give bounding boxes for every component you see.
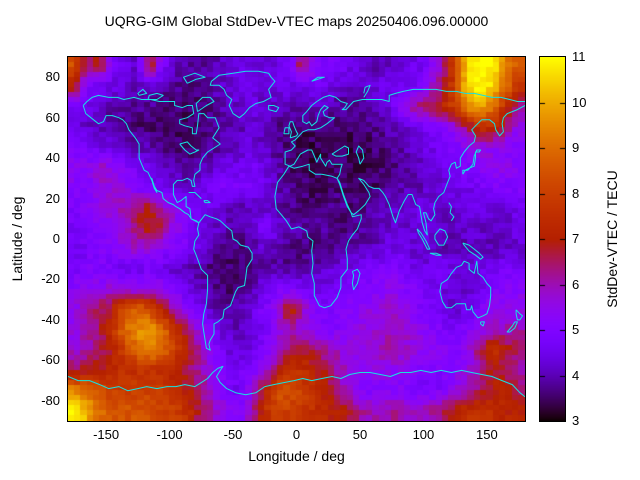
coastline-path bbox=[355, 145, 365, 165]
coastline-path bbox=[363, 84, 371, 98]
coastline-path bbox=[448, 202, 455, 222]
y-tick-label: -20 bbox=[41, 271, 60, 287]
x-tick-label: 0 bbox=[292, 427, 301, 442]
y-tick-label: -80 bbox=[41, 392, 60, 408]
coastline-path bbox=[179, 141, 200, 155]
coastline-path bbox=[68, 365, 525, 398]
coastline-path bbox=[195, 96, 215, 113]
coastline-path bbox=[188, 192, 202, 199]
colorbar-tick-label: 6 bbox=[572, 276, 580, 292]
coastline-path bbox=[183, 72, 206, 84]
coastline-path bbox=[331, 145, 349, 157]
y-tick-label: 80 bbox=[45, 69, 60, 85]
x-tick-label: 150 bbox=[476, 427, 498, 442]
coastline-path bbox=[462, 149, 482, 175]
coastline-path bbox=[283, 127, 290, 135]
coastline-path bbox=[462, 242, 484, 260]
colorbar bbox=[539, 56, 566, 422]
coastline-path bbox=[268, 105, 280, 113]
x-tick-label: 100 bbox=[412, 427, 435, 442]
coastline-path bbox=[203, 200, 211, 204]
coastline-path bbox=[429, 252, 442, 256]
colorbar-tick-label: 4 bbox=[572, 367, 580, 383]
colorbar-tick-label: 11 bbox=[572, 49, 586, 64]
chart-title: UQRG-GIM Global StdDev-VTEC maps 2025040… bbox=[104, 13, 489, 29]
coastline-path bbox=[311, 76, 325, 82]
y-tick-label: 60 bbox=[45, 109, 60, 125]
colorbar-tick-label: 9 bbox=[572, 140, 580, 155]
coastline-path bbox=[506, 321, 518, 333]
plot-area bbox=[67, 56, 526, 422]
colorbar-tick-label: 8 bbox=[572, 185, 580, 201]
heatmap-canvas bbox=[68, 57, 525, 421]
y-tick-label: 0 bbox=[52, 231, 60, 246]
colorbar-label: StdDev-VTEC / TECU bbox=[604, 170, 620, 308]
y-tick-label: 20 bbox=[45, 190, 60, 206]
x-tick-label: -100 bbox=[156, 427, 183, 442]
x-tick-label: -50 bbox=[223, 427, 243, 442]
coastline-path bbox=[284, 88, 525, 236]
coastline-path bbox=[147, 92, 164, 100]
coastline-path bbox=[288, 121, 299, 139]
coastline-path bbox=[82, 94, 221, 224]
y-tick-label: -40 bbox=[41, 311, 60, 327]
y-tick-label: 40 bbox=[45, 150, 60, 166]
coastline-path bbox=[515, 309, 523, 321]
colorbar-canvas bbox=[540, 57, 565, 421]
coastline-path bbox=[137, 88, 148, 96]
coastline-path bbox=[439, 260, 492, 319]
coastline-path bbox=[434, 228, 449, 246]
colorbar-tick-label: 3 bbox=[572, 413, 580, 428]
x-tick-label: -150 bbox=[93, 427, 120, 442]
coastline-path bbox=[480, 321, 485, 327]
colorbar-tick-label: 7 bbox=[572, 231, 580, 246]
coastline-overlay bbox=[68, 70, 525, 398]
x-axis-label: Longitude / deg bbox=[248, 448, 345, 464]
x-tick-label: 50 bbox=[352, 427, 368, 442]
coastline-path bbox=[209, 70, 276, 119]
colorbar-tick-label: 10 bbox=[572, 94, 587, 110]
coastline-path bbox=[416, 228, 431, 250]
coastline-path bbox=[351, 268, 361, 291]
coastline-path bbox=[193, 214, 253, 351]
y-tick-label: -60 bbox=[41, 352, 60, 368]
colorbar-tick-label: 5 bbox=[572, 322, 580, 337]
coastline-path bbox=[274, 163, 362, 309]
